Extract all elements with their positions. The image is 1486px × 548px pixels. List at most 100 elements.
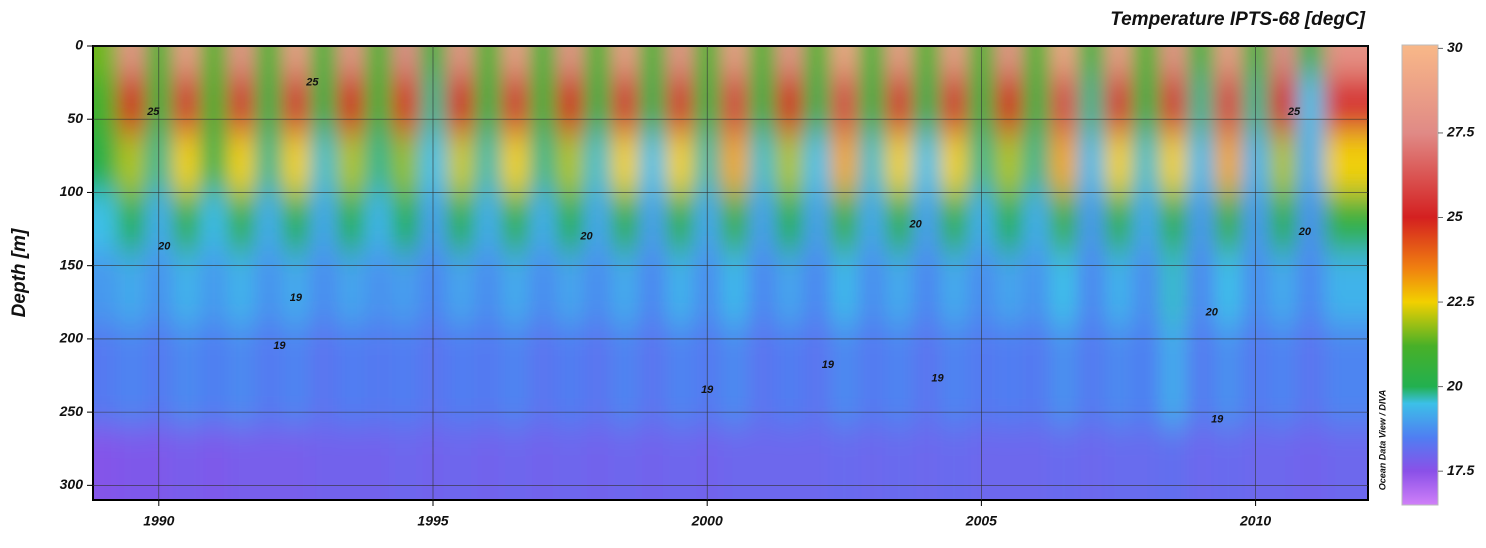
- cell: [337, 192, 366, 253]
- cell: [775, 192, 805, 253]
- cell: [93, 133, 119, 194]
- contour-label: 20: [1298, 226, 1312, 238]
- cell: [227, 46, 256, 77]
- cell: [995, 426, 1024, 500]
- cell: [1214, 251, 1243, 326]
- cell: [282, 251, 311, 326]
- y-tick-label: 100: [60, 183, 84, 199]
- cell: [912, 251, 942, 326]
- cell: [556, 192, 585, 253]
- cell: [117, 46, 147, 77]
- cell: [1214, 75, 1243, 135]
- cell: [309, 46, 339, 77]
- cell: [693, 192, 722, 253]
- y-tick-label: 300: [60, 476, 84, 492]
- contour-label: 25: [146, 106, 160, 118]
- cell: [666, 324, 695, 428]
- cell: [474, 251, 503, 326]
- cell: [748, 46, 777, 77]
- cell: [93, 324, 119, 428]
- cell: [117, 75, 147, 135]
- cell: [254, 46, 284, 77]
- cell: [199, 251, 229, 326]
- cell: [337, 46, 366, 77]
- cell: [1187, 192, 1216, 253]
- cell: [145, 133, 174, 194]
- cell: [830, 324, 859, 428]
- cell: [775, 251, 805, 326]
- cell: [912, 324, 942, 428]
- cell: [775, 46, 805, 77]
- contour-label: 19: [822, 359, 835, 371]
- cell: [1214, 192, 1243, 253]
- cell: [254, 133, 284, 194]
- y-tick-label: 50: [67, 110, 83, 126]
- cell: [775, 324, 805, 428]
- cell: [1241, 426, 1271, 500]
- cell: [227, 324, 256, 428]
- x-tick-label: 1990: [143, 513, 174, 529]
- cell: [720, 324, 750, 428]
- cell: [638, 251, 668, 326]
- cell: [1022, 46, 1051, 77]
- cell: [501, 426, 530, 500]
- cell: [720, 133, 750, 194]
- cell: [693, 46, 722, 77]
- cell: [1187, 251, 1216, 326]
- cell: [145, 251, 174, 326]
- y-tick-label: 150: [60, 256, 84, 272]
- cell: [693, 133, 722, 194]
- cell: [419, 324, 448, 428]
- cell: [611, 133, 640, 194]
- cell: [638, 324, 668, 428]
- cell: [1104, 251, 1134, 326]
- cell: [803, 426, 832, 500]
- cell: [1324, 251, 1368, 326]
- cell: [1049, 46, 1079, 77]
- cell: [885, 251, 914, 326]
- cell: [638, 75, 668, 135]
- cell: [446, 46, 476, 77]
- cell: [583, 75, 613, 135]
- cell: [309, 324, 339, 428]
- cell: [885, 133, 914, 194]
- contour-label: 20: [908, 219, 922, 231]
- cell: [748, 75, 777, 135]
- cell: [1296, 46, 1326, 77]
- cell: [583, 426, 613, 500]
- contour-label: 25: [1287, 106, 1301, 118]
- cell: [446, 192, 476, 253]
- cell: [666, 75, 695, 135]
- cell: [337, 251, 366, 326]
- cell: [419, 192, 448, 253]
- cell: [1269, 192, 1298, 253]
- cell: [1241, 75, 1271, 135]
- cell: [556, 426, 585, 500]
- colorbar-tick-label: 17.5: [1447, 462, 1474, 478]
- cell: [254, 75, 284, 135]
- cell: [528, 426, 558, 500]
- cell: [364, 75, 393, 135]
- cell: [1022, 251, 1051, 326]
- cell: [556, 251, 585, 326]
- cell: [1077, 251, 1106, 326]
- cell: [858, 426, 887, 500]
- cell: [172, 46, 201, 77]
- cell: [638, 192, 668, 253]
- cell: [1324, 75, 1368, 135]
- cell: [1241, 133, 1271, 194]
- cell: [172, 192, 201, 253]
- y-tick-label: 200: [59, 330, 84, 346]
- cell: [474, 75, 503, 135]
- cell: [611, 251, 640, 326]
- cell: [227, 426, 256, 500]
- cell: [858, 324, 887, 428]
- cell: [93, 46, 119, 77]
- cell: [556, 46, 585, 77]
- colorbar-tick-label: 25: [1446, 208, 1463, 224]
- cell: [720, 251, 750, 326]
- contour-label: 20: [1205, 306, 1219, 318]
- cell: [309, 426, 339, 500]
- cell: [666, 426, 695, 500]
